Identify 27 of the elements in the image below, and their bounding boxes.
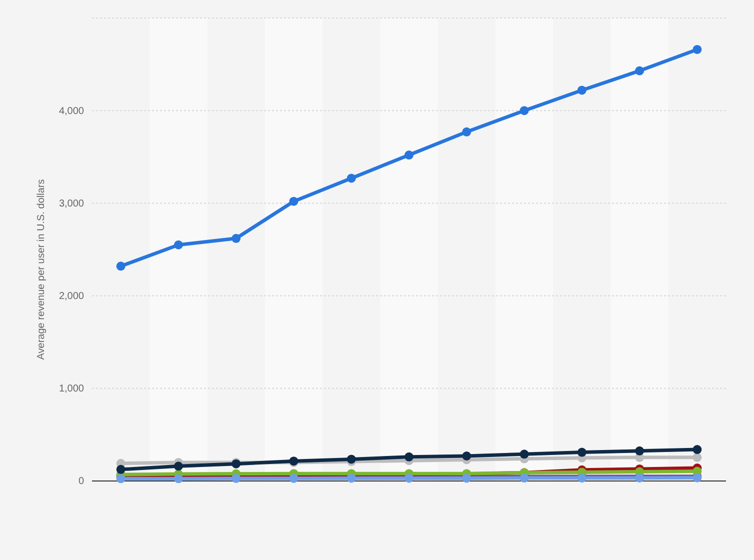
y-tick-label: 2,000 [58,291,84,302]
point [692,44,702,54]
y-tick-label: 3,000 [58,198,84,210]
point [520,450,529,459]
point [346,454,356,464]
point [174,240,183,250]
point [346,174,356,183]
point [116,464,126,474]
point [577,448,586,457]
y-axis-title: Average revenue per user in U.S. dollars [36,179,47,360]
point [404,150,414,160]
point [232,234,241,243]
point [174,462,183,471]
point [462,127,472,136]
point [635,66,644,76]
point [520,106,529,116]
y-tick-label: 1,000 [58,384,84,395]
y-tick-label: 0 [78,476,84,488]
point [577,86,586,95]
y-tick-label: 4,000 [58,106,84,117]
point [635,446,644,456]
point [692,445,702,454]
point [462,452,472,460]
point [692,452,702,462]
point [404,452,414,462]
point [289,196,298,206]
point [116,262,126,271]
